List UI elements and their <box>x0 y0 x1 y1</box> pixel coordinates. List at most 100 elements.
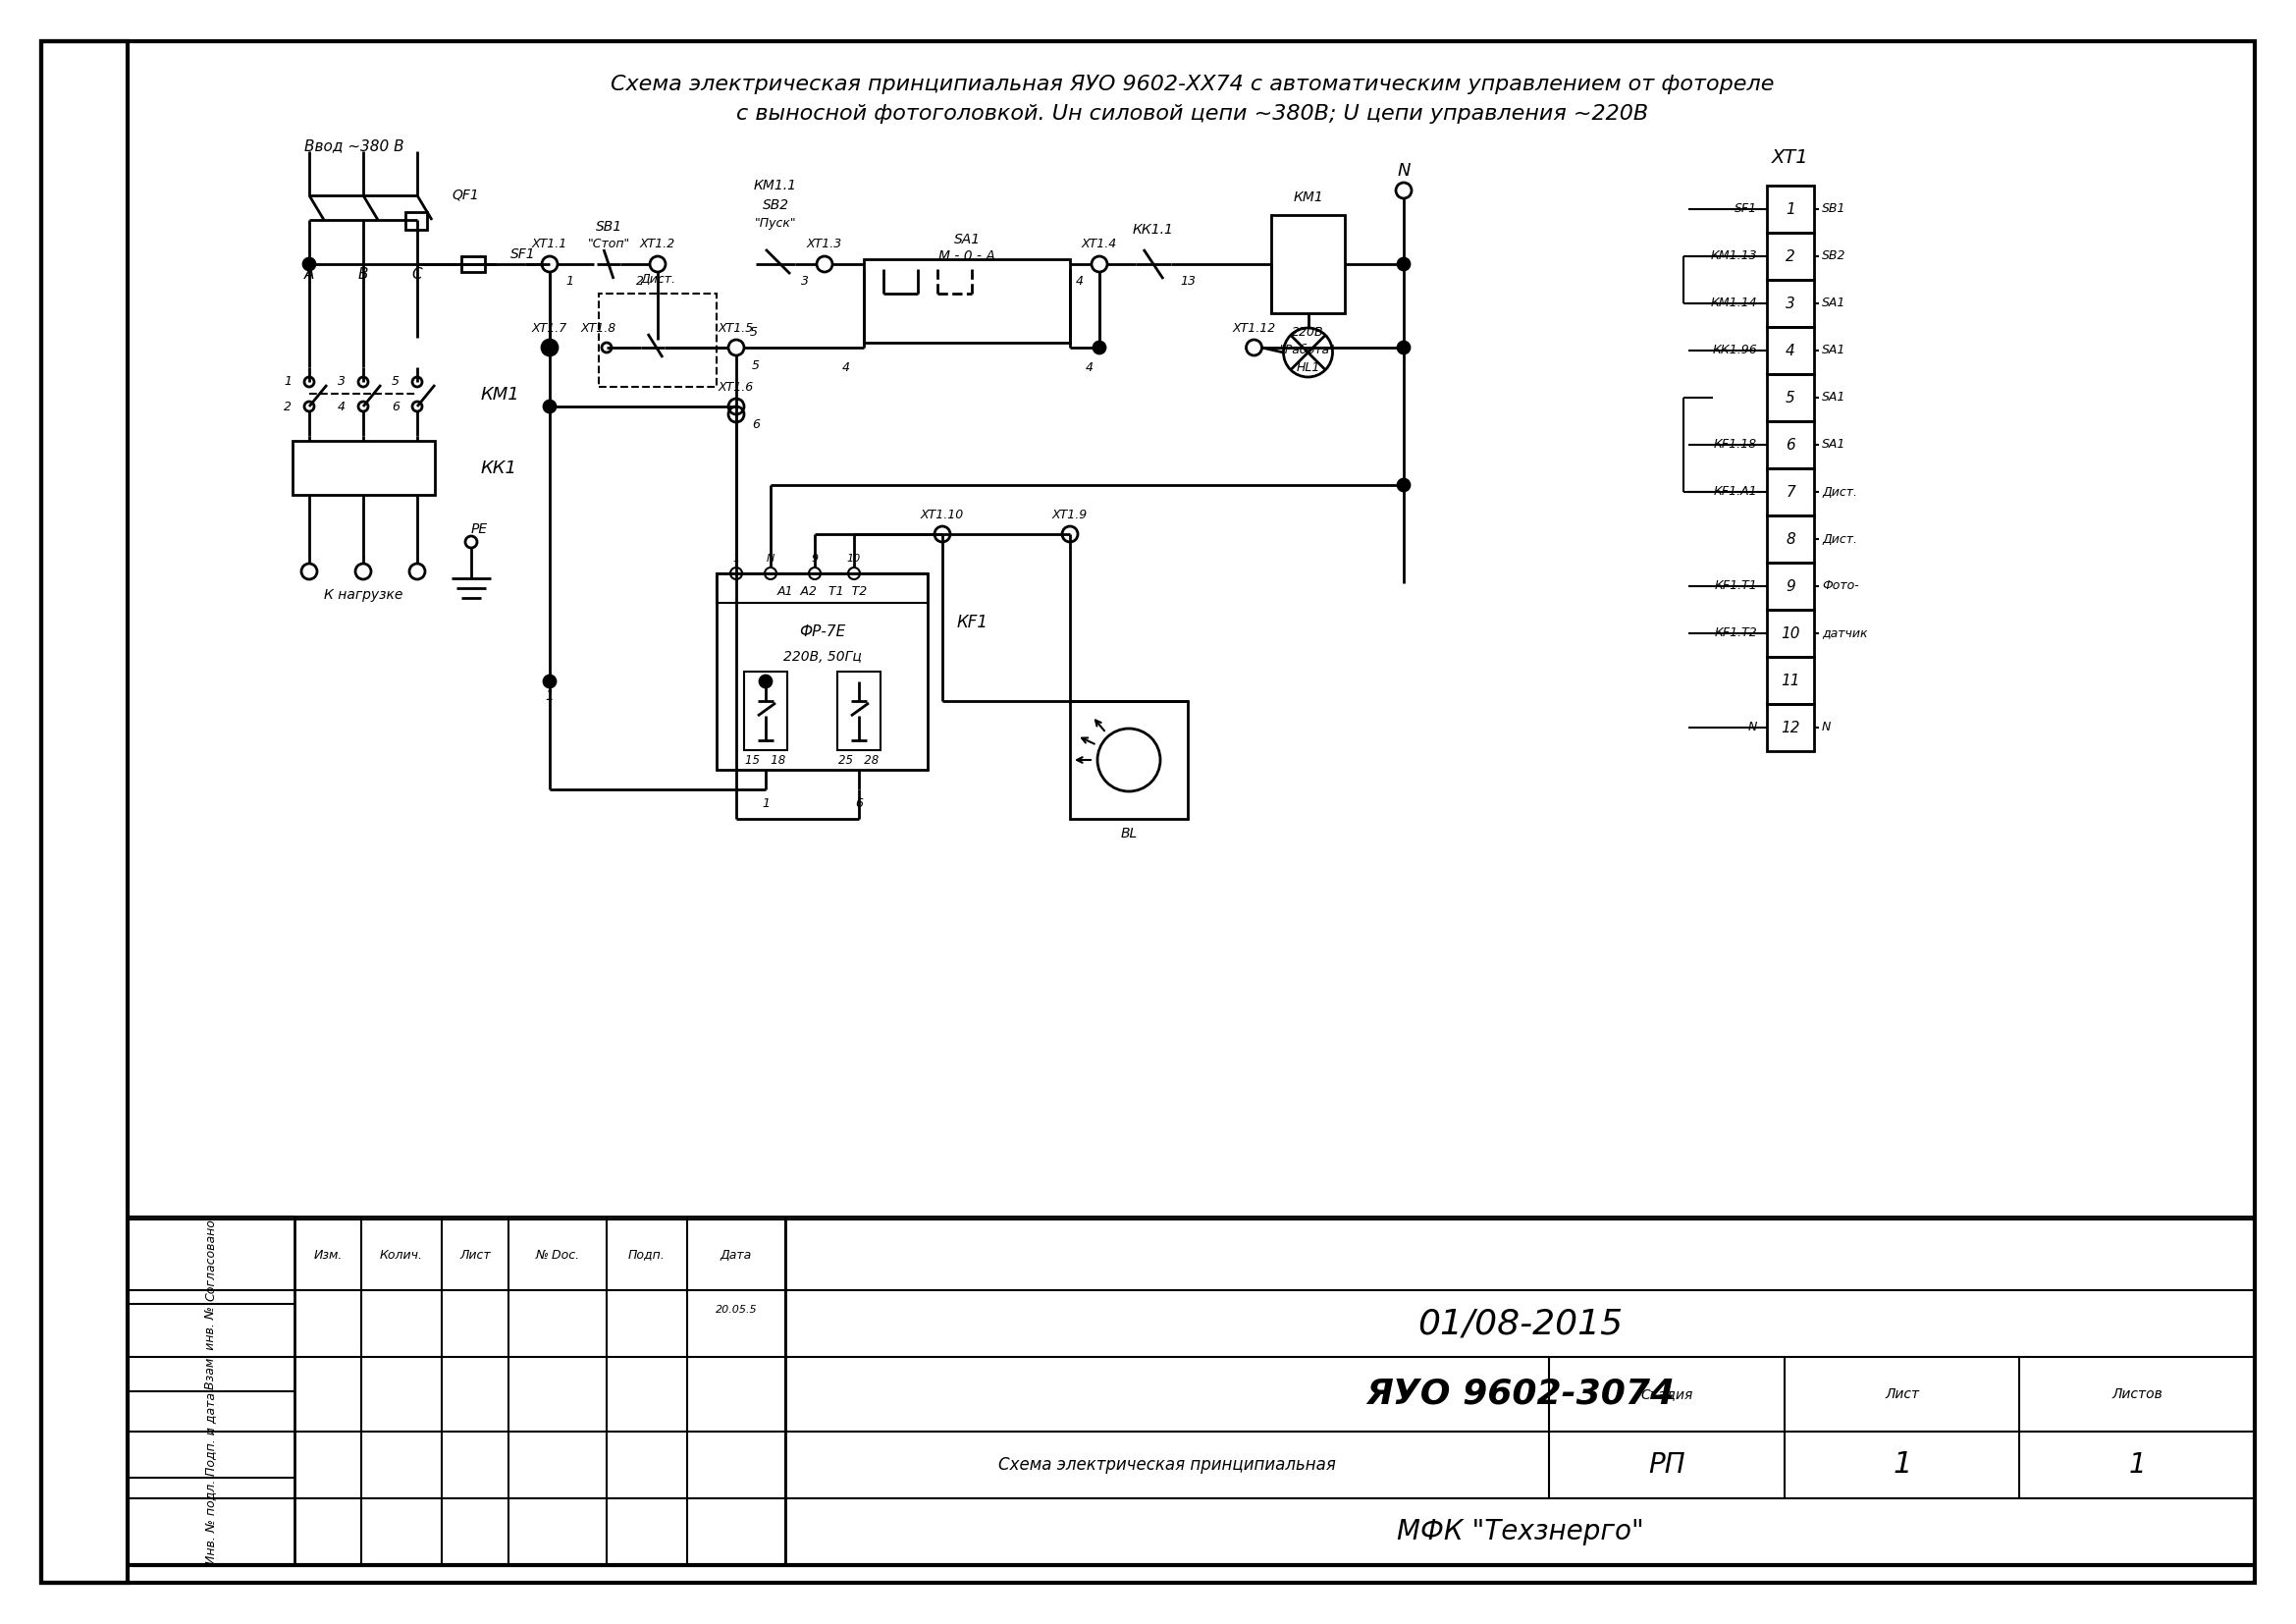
Text: 5: 5 <box>1786 390 1795 404</box>
Text: SB1: SB1 <box>1823 203 1846 216</box>
Bar <box>1768 703 1814 752</box>
Text: 2: 2 <box>285 400 292 412</box>
Text: с выносной фотоголовкой. Uн силовой цепи ~380В; U цепи управления ~220В: с выносной фотоголовкой. Uн силовой цепи… <box>737 104 1649 123</box>
Text: Ввод ~380 В: Ввод ~380 В <box>305 140 404 154</box>
Text: 4: 4 <box>1786 343 1795 357</box>
Text: 20.05.5: 20.05.5 <box>716 1306 758 1315</box>
Text: 220В: 220В <box>1293 326 1325 339</box>
Text: "Работа": "Работа" <box>1281 344 1336 357</box>
Text: КК1: КК1 <box>480 460 517 477</box>
Bar <box>716 573 928 603</box>
Text: Взам. инв. №: Взам. инв. № <box>204 1306 218 1389</box>
Text: N: N <box>1747 721 1756 734</box>
Text: ХТ1.5: ХТ1.5 <box>719 322 753 335</box>
Text: SF1: SF1 <box>510 247 535 261</box>
Circle shape <box>1093 341 1104 354</box>
Text: N: N <box>1396 162 1410 180</box>
Text: SA1: SA1 <box>953 232 980 247</box>
Text: 6: 6 <box>1786 437 1795 451</box>
Text: ХТ1.10: ХТ1.10 <box>921 508 964 521</box>
Text: Изм.: Изм. <box>315 1249 342 1262</box>
Text: 9: 9 <box>1786 578 1795 593</box>
Text: Схема электрическая принципиальная ЯУО 9602-ХХ74 с автоматическим управлением от: Схема электрическая принципиальная ЯУО 9… <box>611 75 1775 94</box>
Bar <box>1768 421 1814 468</box>
Text: 5: 5 <box>751 359 760 372</box>
Text: ХТ1.9: ХТ1.9 <box>1052 508 1088 521</box>
Text: 6: 6 <box>393 400 400 412</box>
Text: КМ1: КМ1 <box>480 387 519 403</box>
Text: A: A <box>303 266 315 281</box>
Text: 8: 8 <box>1786 531 1795 546</box>
Bar <box>1768 562 1814 609</box>
Text: Дист.: Дист. <box>1823 486 1857 499</box>
Text: 1: 1 <box>1786 201 1795 216</box>
Text: КF1.А1: КF1.А1 <box>1713 486 1756 499</box>
Text: 4: 4 <box>1086 361 1093 374</box>
Text: 4: 4 <box>843 361 850 374</box>
Bar <box>863 260 1070 343</box>
Text: КF1: КF1 <box>957 614 990 632</box>
Text: SA1: SA1 <box>1823 344 1846 357</box>
Bar <box>1768 232 1814 279</box>
Bar <box>1768 326 1814 374</box>
Text: КF1.Т1: КF1.Т1 <box>1715 580 1756 593</box>
Text: КF1.18: КF1.18 <box>1713 438 1756 451</box>
Bar <box>406 213 427 229</box>
Text: QF1: QF1 <box>452 188 480 203</box>
Text: Лист: Лист <box>1885 1387 1919 1402</box>
Text: Подп.: Подп. <box>629 1249 666 1262</box>
Bar <box>1768 468 1814 515</box>
Text: КК1.1: КК1.1 <box>1132 222 1173 237</box>
Text: ХТ1.1: ХТ1.1 <box>533 239 567 250</box>
Text: КМ1: КМ1 <box>1293 190 1322 205</box>
Bar <box>838 672 879 750</box>
Text: 9: 9 <box>810 554 817 564</box>
Text: SA1: SA1 <box>1823 297 1846 310</box>
Bar <box>1768 609 1814 656</box>
Bar <box>716 573 928 770</box>
Text: ХТ1.6: ХТ1.6 <box>719 380 753 393</box>
Text: 2: 2 <box>636 276 643 287</box>
Text: "Стоп": "Стоп" <box>588 239 629 250</box>
Text: 6: 6 <box>854 797 863 810</box>
Bar <box>1768 279 1814 326</box>
Text: КМ1.13: КМ1.13 <box>1711 250 1756 263</box>
Bar <box>1768 515 1814 562</box>
Circle shape <box>544 341 556 354</box>
Text: 13: 13 <box>1180 276 1196 287</box>
Text: 1: 1 <box>565 276 574 287</box>
Bar <box>1768 374 1814 421</box>
Text: 10: 10 <box>847 554 861 564</box>
Text: КМ1.14: КМ1.14 <box>1711 297 1756 310</box>
Text: Лист: Лист <box>459 1249 491 1262</box>
Text: C: C <box>411 266 422 281</box>
Bar <box>292 440 434 495</box>
Text: 220В, 50Гц: 220В, 50Гц <box>783 650 861 664</box>
Text: Инв. № подл.: Инв. № подл. <box>204 1479 218 1564</box>
Circle shape <box>544 341 556 354</box>
Text: 3: 3 <box>1786 296 1795 310</box>
Circle shape <box>760 676 771 687</box>
Text: ЯУО 9602-3074: ЯУО 9602-3074 <box>1366 1377 1674 1411</box>
Text: МФК "Техзнерго": МФК "Техзнерго" <box>1396 1518 1644 1546</box>
Text: КМ1.1: КМ1.1 <box>753 179 797 193</box>
Text: 25   28: 25 28 <box>838 754 879 767</box>
Text: SA1: SA1 <box>1823 391 1846 404</box>
Circle shape <box>303 258 315 270</box>
Text: № Doc.: № Doc. <box>535 1249 579 1262</box>
Circle shape <box>1398 479 1410 490</box>
Text: N: N <box>1823 721 1832 734</box>
Text: А1  А2   Т1  Т2: А1 А2 Т1 Т2 <box>776 585 868 598</box>
Text: 4: 4 <box>338 400 344 412</box>
Text: ХТ1.3: ХТ1.3 <box>806 239 843 250</box>
Circle shape <box>544 676 556 687</box>
Text: ХТ1.7: ХТ1.7 <box>533 322 567 335</box>
Bar <box>1768 185 1814 232</box>
Text: РП: РП <box>1649 1452 1685 1479</box>
Text: PE: PE <box>471 523 489 536</box>
Text: 10: 10 <box>1782 625 1800 640</box>
Text: ХТ1.8: ХТ1.8 <box>581 322 618 335</box>
Circle shape <box>1398 341 1410 354</box>
Text: 3: 3 <box>338 375 344 388</box>
Text: 1: 1 <box>762 797 769 810</box>
